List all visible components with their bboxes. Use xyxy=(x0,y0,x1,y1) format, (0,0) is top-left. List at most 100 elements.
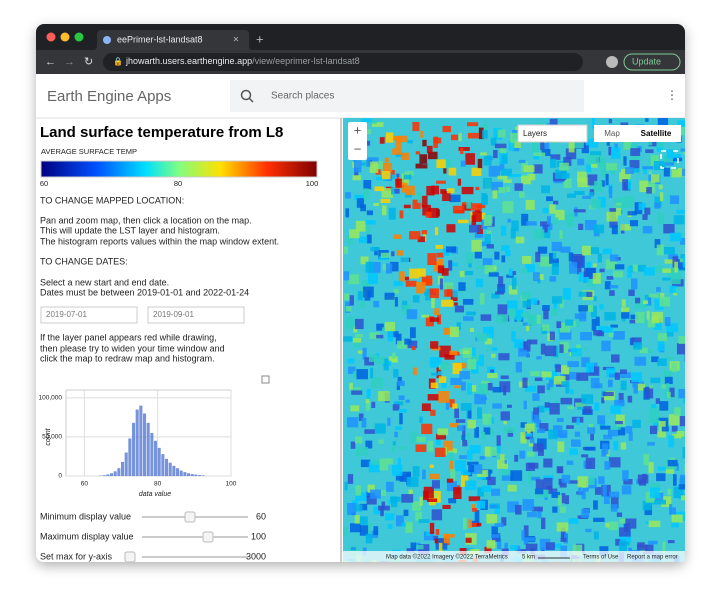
texture xyxy=(492,403,502,408)
slider-thumb[interactable] xyxy=(203,532,213,542)
texture xyxy=(424,291,430,295)
texture xyxy=(606,174,609,185)
reload-button[interactable]: ↻ xyxy=(84,56,93,68)
texture xyxy=(606,163,617,170)
texture xyxy=(556,321,561,328)
profile-avatar[interactable] xyxy=(606,56,618,68)
texture xyxy=(455,306,464,313)
texture xyxy=(646,187,652,194)
texture xyxy=(347,417,358,427)
minimize-dot[interactable] xyxy=(61,33,70,42)
texture xyxy=(448,260,452,270)
texture xyxy=(608,430,618,437)
zoom-dot[interactable] xyxy=(75,33,84,42)
slider-thumb[interactable] xyxy=(125,552,135,562)
texture xyxy=(553,201,558,205)
texture xyxy=(650,488,660,498)
texture xyxy=(579,272,584,281)
texture xyxy=(552,242,562,251)
texture xyxy=(391,187,395,194)
close-dot[interactable] xyxy=(47,33,56,42)
texture xyxy=(468,133,479,139)
texture xyxy=(585,529,591,532)
report-link[interactable]: Report a map error xyxy=(627,555,678,561)
x-axis-label: data value xyxy=(139,491,171,498)
texture xyxy=(542,208,548,213)
texture xyxy=(480,456,486,460)
app-title[interactable]: Earth Engine Apps xyxy=(47,88,171,105)
texture xyxy=(404,510,409,516)
texture xyxy=(495,144,507,149)
texture xyxy=(422,140,426,146)
texture xyxy=(488,383,493,390)
map[interactable] xyxy=(343,118,695,571)
texture xyxy=(451,135,458,141)
texture xyxy=(630,320,636,324)
slider-label: Maximum display value xyxy=(40,531,134,541)
texture xyxy=(582,491,586,499)
texture xyxy=(449,168,457,176)
slider-thumb[interactable] xyxy=(185,512,195,522)
texture xyxy=(484,493,487,497)
new-tab[interactable]: + xyxy=(256,31,264,46)
zoom-out[interactable]: − xyxy=(354,141,362,156)
texture xyxy=(457,425,464,430)
texture xyxy=(370,490,381,499)
texture xyxy=(435,227,438,235)
histogram-bar xyxy=(150,433,153,476)
texture xyxy=(392,148,401,154)
texture xyxy=(632,420,641,428)
texture xyxy=(394,189,400,194)
texture xyxy=(530,371,540,376)
texture xyxy=(532,393,539,401)
texture xyxy=(591,199,600,209)
histogram-bar xyxy=(180,471,183,476)
texture xyxy=(407,140,413,143)
texture xyxy=(466,538,472,543)
histogram-bar xyxy=(191,474,194,476)
texture xyxy=(430,410,435,416)
texture xyxy=(507,405,512,408)
menu-button[interactable]: ⋮ xyxy=(666,88,678,102)
tab-close[interactable]: × xyxy=(233,35,239,46)
tab-title: eePrimer-lst-landsat8 xyxy=(117,34,203,44)
texture xyxy=(388,524,393,529)
texture xyxy=(521,530,524,540)
texture xyxy=(454,385,460,388)
texture xyxy=(664,168,670,177)
texture xyxy=(669,286,676,293)
terms-link[interactable]: Terms of Use xyxy=(583,555,619,561)
location-line: The histogram reports values within the … xyxy=(40,236,279,246)
texture xyxy=(637,545,648,551)
satellite-button[interactable]: Satellite xyxy=(641,129,672,138)
texture xyxy=(560,398,572,405)
texture xyxy=(395,297,398,307)
texture xyxy=(436,181,446,184)
texture xyxy=(454,409,459,419)
texture xyxy=(393,234,402,238)
back-button[interactable]: ← xyxy=(45,56,56,68)
texture xyxy=(401,494,413,503)
texture xyxy=(393,369,398,377)
texture xyxy=(587,427,595,434)
texture xyxy=(483,414,492,425)
texture xyxy=(478,159,483,168)
texture xyxy=(666,332,673,336)
texture xyxy=(361,119,372,122)
map-button[interactable]: Map xyxy=(604,129,620,138)
forward-button[interactable]: → xyxy=(64,56,75,68)
histogram-bar xyxy=(183,472,186,476)
texture xyxy=(510,545,518,550)
url-path: /view/eeprimer-lst-landsat8 xyxy=(252,56,360,66)
texture xyxy=(392,175,397,179)
texture xyxy=(383,163,392,171)
texture xyxy=(419,154,427,163)
texture xyxy=(437,428,448,435)
texture xyxy=(650,426,657,434)
texture xyxy=(493,150,498,158)
texture xyxy=(486,514,497,523)
texture xyxy=(606,212,617,222)
texture xyxy=(344,561,350,568)
zoom-in[interactable]: + xyxy=(354,122,362,137)
